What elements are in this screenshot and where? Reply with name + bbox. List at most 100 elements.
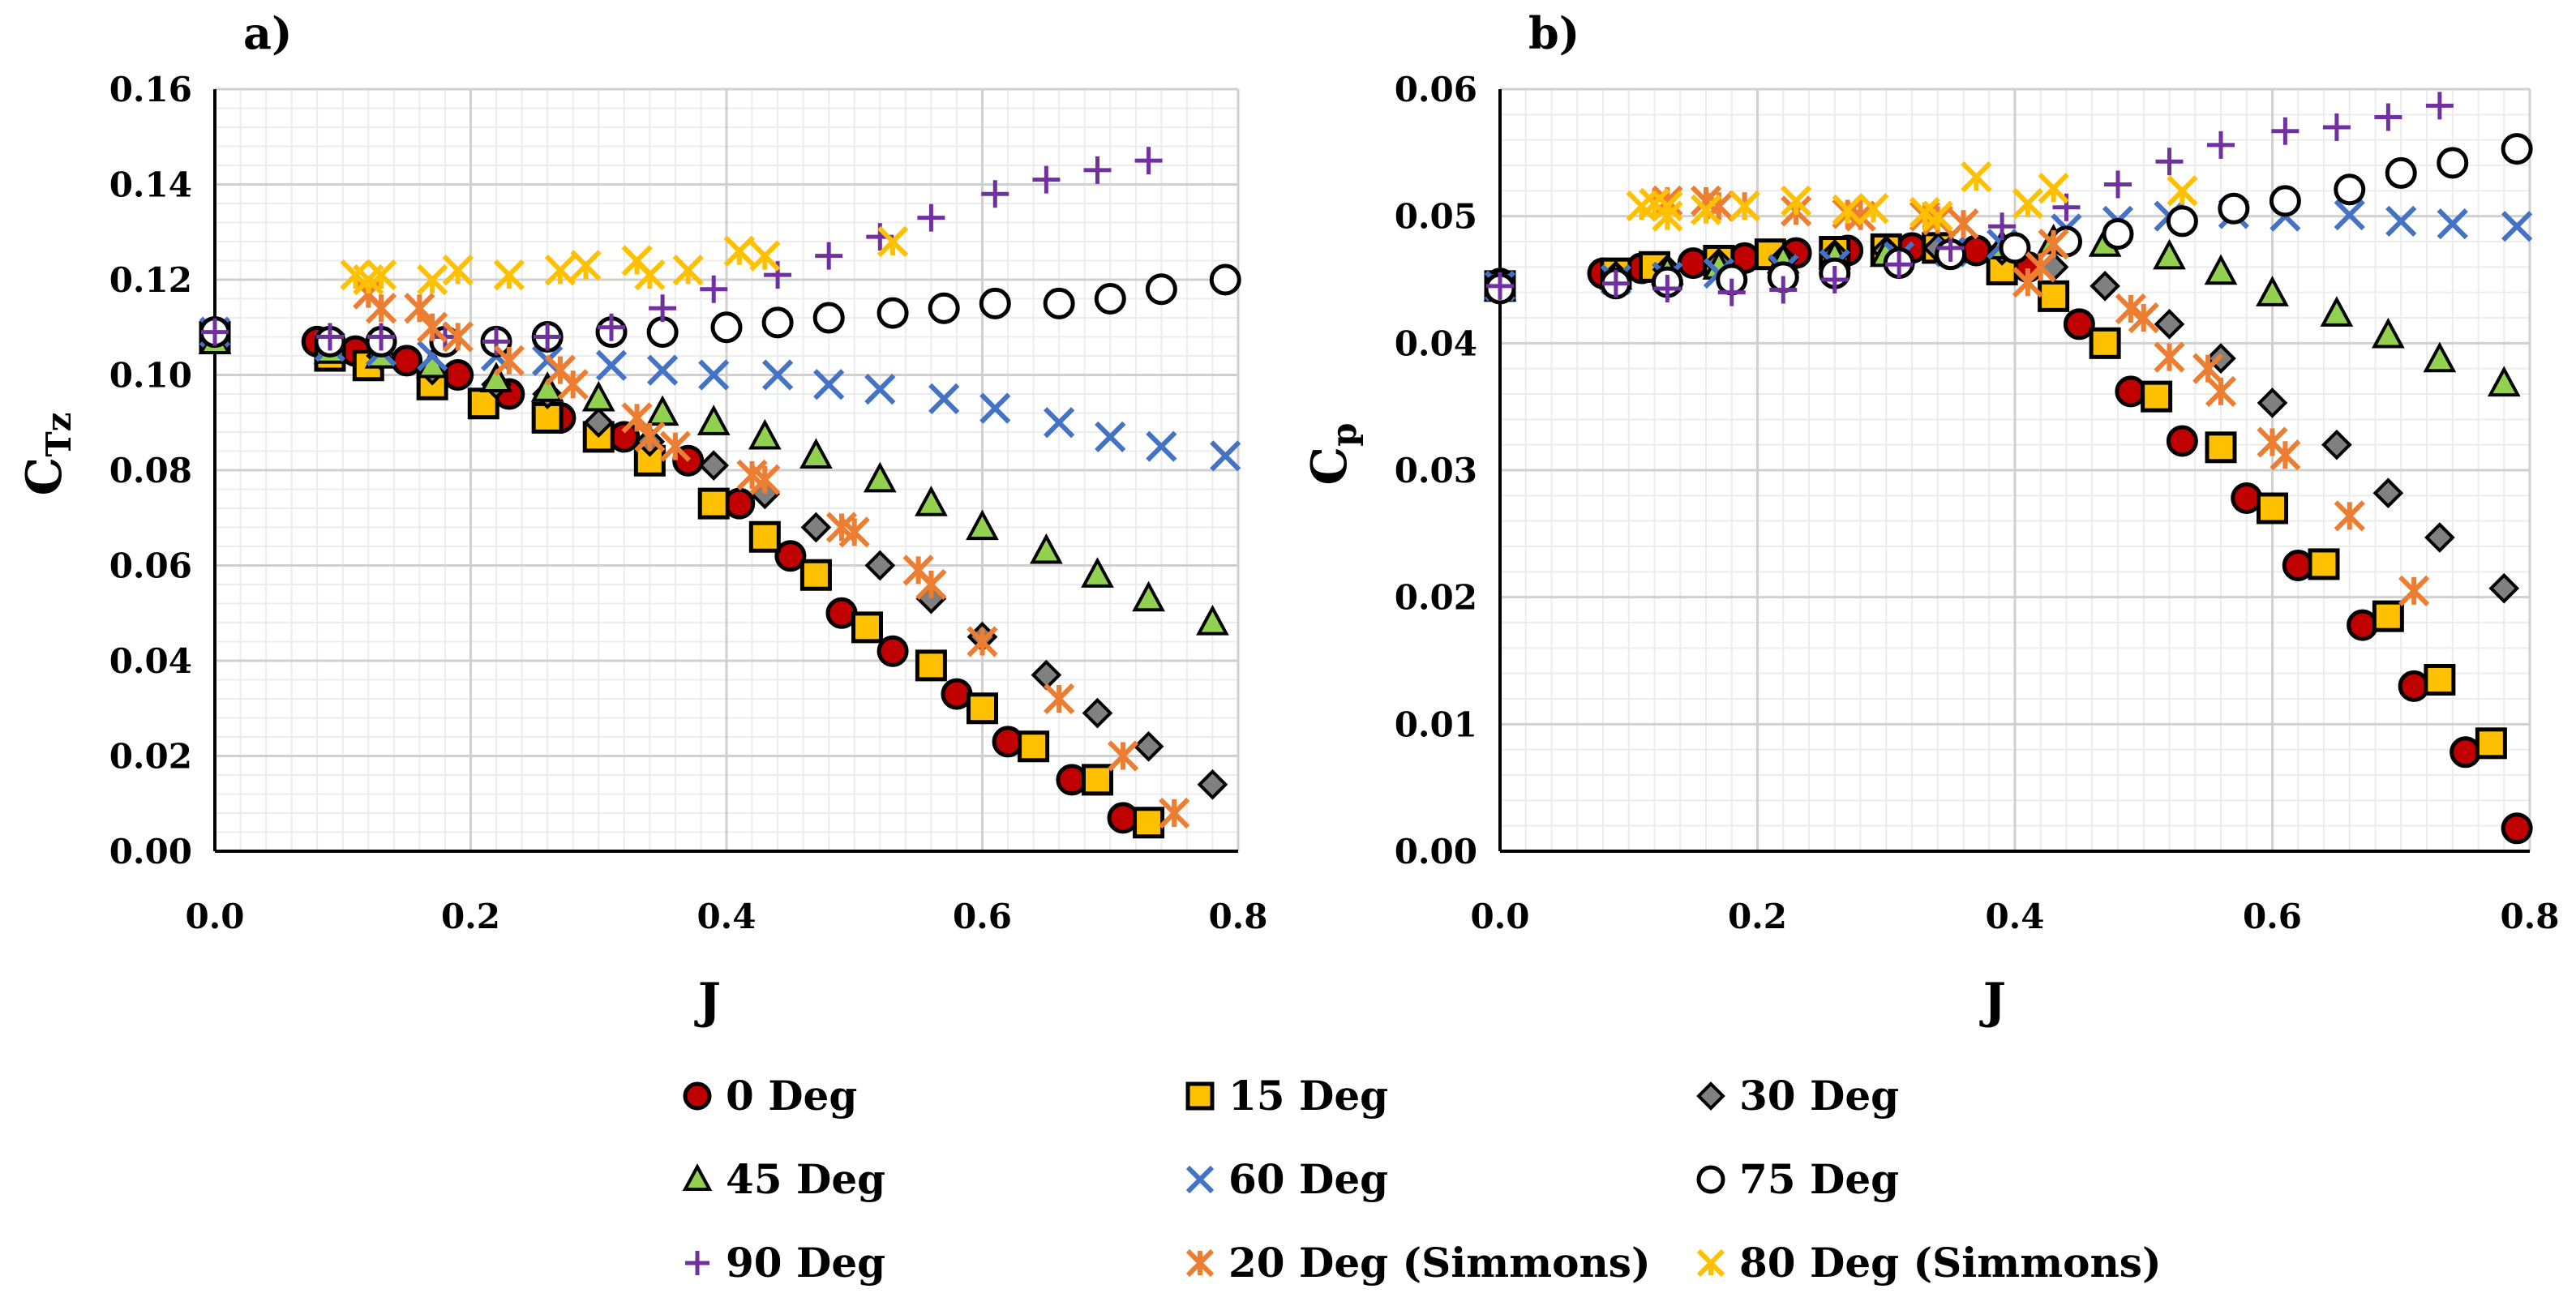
panel-b-xtick-label: 0.6 (2243, 897, 2302, 936)
legend-item-75-deg: 75 Deg (1696, 1155, 1899, 1203)
panel-b-point-60-deg (2334, 199, 2365, 231)
panel-a-point-15-deg (799, 559, 832, 591)
panel-a-point-20-deg-simmons (417, 311, 448, 343)
panel-b-point-20-deg-simmons (2154, 341, 2185, 373)
panel-b-point-20-deg-simmons (2334, 500, 2365, 532)
svg-text:Cp: Cp (1301, 422, 1364, 485)
panel-a-point-0-deg (825, 597, 858, 629)
panel-a-point-30-deg (800, 512, 832, 543)
panel-a-plot: 0.0 0.2 0.4 0.6 0.8 0.00 0.02 0.04 0.06 0.08 0.10 0… (109, 70, 1268, 936)
panel-a-point-15-deg (967, 692, 998, 725)
panel-b-point-20-deg-simmons (1948, 208, 1979, 240)
legend: 0 Deg 15 Deg 30 Deg 45 Deg 60 Deg 75 Deg 90 De… (682, 1072, 2162, 1287)
panel-a-point-75-deg (979, 287, 1011, 319)
legend-label: 20 Deg (Simmons) (1228, 1239, 1651, 1287)
panel-b-point-60-deg (2385, 205, 2417, 238)
panel-b-point-45-deg (2372, 317, 2405, 349)
panel-b-point-60-deg (2501, 211, 2533, 242)
panel-a-point-60-deg (595, 349, 628, 381)
panel-a-point-20-deg-simmons (915, 568, 947, 601)
panel-b-label: b) (1528, 7, 1579, 59)
panel-b-series-90-deg (1486, 92, 2454, 306)
panel-a-point-20-deg-simmons (634, 421, 666, 452)
panel-a-ytick-label: 0.10 (109, 356, 192, 396)
panel-b-point-30-deg (2154, 309, 2185, 340)
panel-a-point-80-deg-simmons (365, 259, 397, 291)
panel-a-point-0-deg (941, 678, 973, 710)
panel-a-point-80-deg-simmons (493, 259, 525, 291)
panel-a-point-45-deg (581, 380, 615, 412)
panel-a-point-90-deg (917, 203, 945, 232)
panel-a-series-20-deg-simmons (353, 278, 1190, 829)
panel-b-ytick-label: 0.02 (1395, 578, 1477, 618)
panel-a-point-90-deg (367, 323, 396, 351)
panel-b-point-15-deg (2257, 492, 2288, 525)
panel-b-point-15-deg (2372, 600, 2404, 632)
panel-a-point-60-deg (1095, 421, 1126, 452)
panel-b-point-0-deg (2450, 736, 2482, 769)
panel-a-point-80-deg-simmons (570, 250, 602, 281)
panel-a-point-90-deg (1083, 156, 1112, 184)
panel-b-xtick-label: 0.8 (2500, 897, 2559, 936)
panel-a-point-75-deg (1209, 263, 1241, 296)
panel-a-point-20-deg-simmons (1044, 683, 1075, 715)
panel-a-point-0-deg (1056, 764, 1088, 796)
panel-a-point-60-deg (928, 383, 960, 414)
panel-a-point-45-deg (697, 405, 731, 435)
panel-a-point-15-deg (1081, 764, 1113, 796)
panel-b-point-45-deg (2204, 254, 2238, 285)
panel-a-point-80-deg-simmons (672, 255, 704, 286)
panel-b-point-90-deg (2374, 103, 2402, 131)
legend-item-15-deg: 15 Deg (1185, 1072, 1388, 1120)
panel-a-point-60-deg (1044, 407, 1075, 439)
panel-b-ytick-label: 0.01 (1395, 704, 1477, 744)
panel-b-ylabel: Cp (1301, 422, 1364, 485)
panel-a-point-0-deg (1107, 802, 1139, 834)
panel-a-point-0-deg (877, 635, 909, 667)
panel-b-point-0-deg (2231, 482, 2263, 514)
panel-b-ytick-label: 0.06 (1395, 70, 1477, 109)
panel-a-point-75-deg (1094, 283, 1126, 315)
panel-b-point-0-deg (2501, 812, 2533, 845)
panel-a-point-0-deg (723, 487, 756, 520)
panel-b-point-0-deg (2166, 425, 2198, 457)
panel-b-point-20-deg-simmons (2038, 229, 2069, 260)
panel-a-point-15-deg (915, 649, 947, 682)
panel-b-xlabel: J (1979, 973, 2006, 1030)
legend-label: 30 Deg (1739, 1072, 1899, 1120)
panel-b-ytick-label: 0.04 (1395, 323, 1477, 363)
panel-a-series-30-deg (199, 321, 1228, 800)
panel-a-point-90-deg (1032, 165, 1061, 194)
panel-a-point-75-deg (710, 311, 743, 344)
panel-a-ytick-label: 0.00 (109, 832, 192, 871)
panel-a-point-60-deg (1210, 440, 1241, 472)
panel-a-ytick-label: 0.06 (109, 546, 192, 586)
legend-marker-0-deg (683, 1081, 712, 1111)
panel-b-point-0-deg (2115, 375, 2147, 408)
panel-a-series-0-deg (199, 316, 1139, 834)
panel-b-plot: 0.0 0.2 0.4 0.6 0.8 0.00 0.01 0.02 0.03 0.04 0.05 0… (1395, 70, 2560, 936)
panel-b-point-30-deg (2424, 522, 2455, 553)
panel-a-point-45-deg (915, 486, 948, 516)
panel-b-point-90-deg (1769, 276, 1798, 304)
panel-b-point-90-deg (2155, 148, 2184, 176)
panel-b-point-20-deg-simmons (2270, 439, 2301, 471)
panel-b-point-90-deg (1988, 212, 2017, 241)
panel-b-point-90-deg (1885, 250, 1914, 279)
panel-b-series-80-deg-simmons (1626, 161, 2198, 232)
panel-a-point-75-deg (1145, 273, 1177, 306)
panel-a-point-75-deg (928, 292, 960, 324)
panel-b-point-90-deg (2271, 117, 2300, 145)
legend-marker-30-deg (1696, 1081, 1725, 1111)
panel-a-point-30-deg (1133, 730, 1164, 762)
panel-b-point-15-deg (2308, 548, 2340, 580)
svg-text:CTz: CTz (16, 413, 79, 496)
panel-b-point-0-deg (2398, 670, 2430, 702)
panel-a-point-20-deg-simmons (1159, 797, 1190, 829)
panel-b-point-45-deg (2320, 296, 2354, 327)
panel-b-point-90-deg (1601, 269, 1630, 298)
legend-marker-90-deg (685, 1251, 709, 1275)
panel-b-point-75-deg (2385, 156, 2417, 189)
panel-a-point-80-deg-simmons (442, 255, 474, 286)
panel-a-point-15-deg (1018, 730, 1050, 763)
